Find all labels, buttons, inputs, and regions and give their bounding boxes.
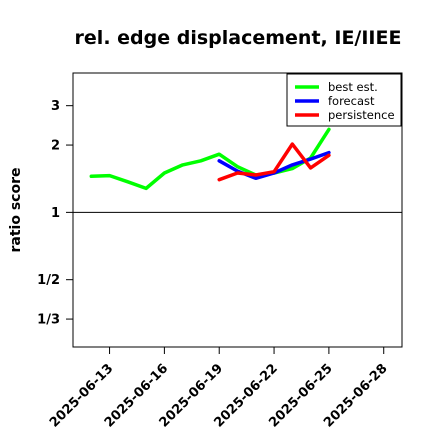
legend-label: forecast [328, 94, 375, 108]
y-tick-label: 1/3 [37, 313, 60, 328]
chart-title: rel. edge displacement, IE/IIEE [75, 27, 402, 49]
legend-label: best est. [328, 80, 378, 94]
y-tick-label: 3 [51, 99, 60, 114]
series-line-persistence [217, 142, 331, 182]
plot-frame [72, 72, 403, 348]
y-tick-label: 1/2 [37, 273, 60, 288]
y-tick-label: 1 [51, 206, 60, 221]
series-line-best-est [89, 127, 331, 191]
y-axis-label: ratio score [8, 168, 24, 253]
plot-area [73, 127, 402, 213]
legend-label: persistence [328, 108, 395, 122]
y-tick-label: 2 [51, 139, 60, 154]
